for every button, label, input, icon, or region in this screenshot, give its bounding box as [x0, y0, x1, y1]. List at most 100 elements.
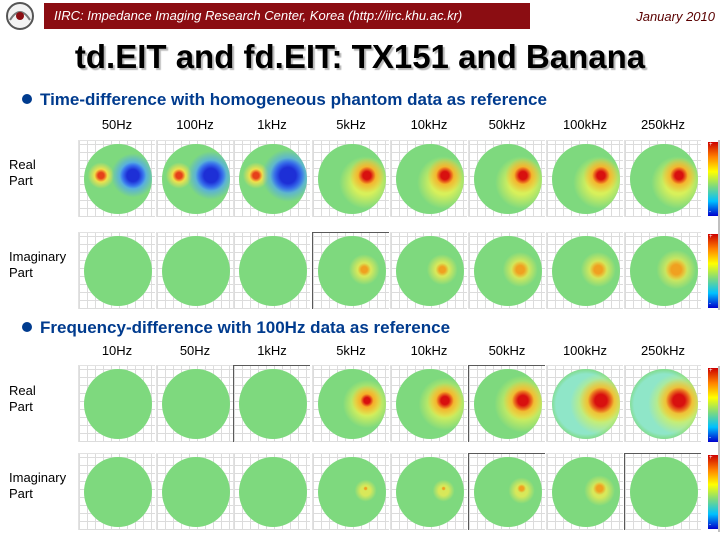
conductivity-image	[630, 457, 698, 527]
conductivity-image	[84, 236, 152, 306]
bullet-icon	[22, 321, 32, 332]
row-label-line: Imaginary	[9, 249, 67, 264]
conductivity-image	[474, 457, 542, 527]
row-label-line: Real	[9, 157, 36, 172]
frequency-label: 1kHz	[257, 343, 287, 358]
frequency-label: 50Hz	[101, 117, 133, 132]
eit-image-panel	[468, 140, 545, 217]
eit-image-panel	[312, 232, 389, 309]
row-label-real: Real Part	[9, 383, 36, 415]
eit-image-panel	[312, 140, 389, 217]
section-heading-time-difference: Time-difference with homogeneous phantom…	[22, 90, 547, 110]
eit-image-panel	[78, 365, 155, 442]
slide-date: January 2010	[636, 9, 715, 24]
colorbar-edge	[718, 140, 720, 310]
frequency-label: 50kHz	[488, 117, 526, 132]
row-label-line: Part	[9, 399, 33, 414]
row-label-line: Real	[9, 383, 36, 398]
colorbar-max-label: +	[709, 142, 713, 148]
conductivity-image	[474, 144, 542, 214]
colorbar: + -	[708, 368, 718, 442]
frequency-label: 10kHz	[410, 343, 448, 358]
eit-image-panel	[78, 453, 155, 530]
conductivity-image	[474, 369, 542, 439]
colorbar: + -	[708, 142, 718, 216]
eit-image-panel	[233, 232, 310, 309]
conductivity-image	[318, 369, 386, 439]
colorbar: + -	[708, 455, 718, 529]
frequency-label: 100kHz	[562, 343, 608, 358]
conductivity-image	[552, 369, 620, 439]
frequency-label: 10kHz	[410, 117, 448, 132]
conductivity-image	[552, 144, 620, 214]
conductivity-image	[396, 369, 464, 439]
eit-image-panel	[546, 453, 623, 530]
eit-image-panel	[468, 453, 545, 530]
colorbar-edge	[718, 366, 720, 532]
conductivity-image	[84, 144, 152, 214]
conductivity-image	[552, 236, 620, 306]
section-heading-frequency-difference: Frequency-difference with 100Hz data as …	[22, 318, 450, 338]
colorbar-min-label: -	[709, 301, 711, 307]
conductivity-image	[84, 369, 152, 439]
frequency-label: 5kHz	[336, 117, 366, 132]
conductivity-image	[630, 236, 698, 306]
row-label-line: Imaginary	[9, 470, 67, 485]
conductivity-image	[239, 369, 307, 439]
eit-image-panel	[233, 365, 310, 442]
frequency-label: 50Hz	[179, 343, 211, 358]
row-label-imaginary: Imaginary Part	[9, 470, 66, 502]
conductivity-image	[396, 457, 464, 527]
conductivity-image	[162, 144, 230, 214]
eit-image-panel	[390, 365, 467, 442]
eit-image-panel	[624, 453, 701, 530]
eit-image-panel	[312, 453, 389, 530]
eit-image-panel	[156, 232, 233, 309]
conductivity-image	[84, 457, 152, 527]
conductivity-image	[318, 144, 386, 214]
iirc-logo-icon	[6, 2, 34, 30]
frequency-label: 100kHz	[562, 117, 608, 132]
eit-image-panel	[312, 365, 389, 442]
eit-image-panel	[546, 365, 623, 442]
eit-image-panel	[78, 232, 155, 309]
frequency-label: 50kHz	[488, 343, 526, 358]
row-label-real: Real Part	[9, 157, 36, 189]
eit-image-panel	[233, 453, 310, 530]
bullet-icon	[22, 93, 32, 104]
frequency-label: 100Hz	[176, 117, 214, 132]
affiliation-text: IIRC: Impedance Imaging Research Center,…	[54, 8, 463, 23]
conductivity-image	[239, 457, 307, 527]
eit-image-panel	[390, 140, 467, 217]
eit-image-panel	[546, 140, 623, 217]
row-label-imaginary: Imaginary Part	[9, 249, 66, 281]
slide-title: td.EIT and fd.EIT: TX151 and Banana	[74, 38, 646, 75]
colorbar-max-label: +	[709, 234, 713, 240]
frequency-label: 1kHz	[257, 117, 287, 132]
conductivity-image	[396, 144, 464, 214]
eit-image-panel	[546, 232, 623, 309]
conductivity-image	[630, 369, 698, 439]
row-label-line: Part	[9, 486, 33, 501]
eit-image-panel	[156, 453, 233, 530]
eit-image-panel	[468, 232, 545, 309]
conductivity-image	[552, 457, 620, 527]
eit-image-panel	[468, 365, 545, 442]
conductivity-image	[162, 369, 230, 439]
conductivity-image	[630, 144, 698, 214]
eit-image-panel	[390, 232, 467, 309]
conductivity-image	[162, 457, 230, 527]
colorbar: + -	[708, 234, 718, 308]
conductivity-image	[318, 457, 386, 527]
eit-image-panel	[390, 453, 467, 530]
eit-image-panel	[624, 232, 701, 309]
conductivity-image	[318, 236, 386, 306]
colorbar-max-label: +	[709, 368, 713, 374]
eit-image-panel	[624, 140, 701, 217]
colorbar-min-label: -	[709, 209, 711, 215]
section-heading-text: Frequency-difference with 100Hz data as …	[40, 318, 451, 337]
frequency-label: 250kHz	[640, 343, 686, 358]
eit-image-panel	[233, 140, 310, 217]
slide-header: IIRC: Impedance Imaging Research Center,…	[0, 0, 720, 34]
frequency-label: 10Hz	[101, 343, 133, 358]
